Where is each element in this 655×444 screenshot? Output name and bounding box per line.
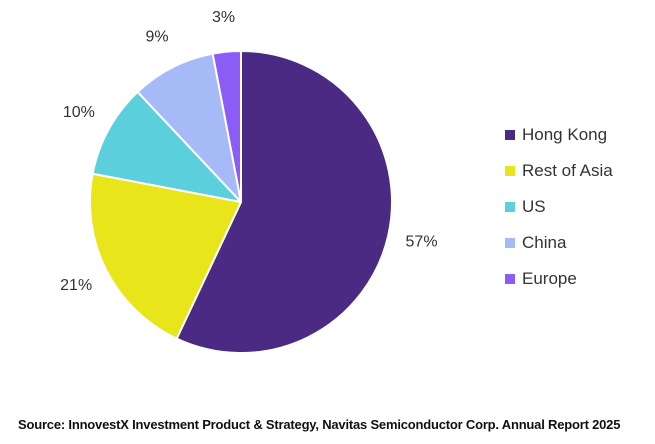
pie-slice-rest-of-asia [89,172,242,340]
legend-label: Rest of Asia [522,161,613,180]
data-label-us: 10% [63,104,95,121]
data-label-hong-kong: 57% [406,234,438,251]
pie-slice-us [91,90,242,203]
legend-swatch [505,202,515,212]
legend-label: Hong Kong [522,125,608,144]
legend-item-rest-of-asia: Rest of Asia [505,153,650,189]
legend-label: Europe [522,269,577,288]
legend-swatch [505,130,515,140]
pie-slices [89,50,393,354]
pie-data-labels: 57% 21% 10% 9% 3% [60,9,437,294]
legend-swatch [505,274,515,284]
data-label-china: 9% [145,28,168,45]
source-note: Source: InnovestX Investment Product & S… [18,417,621,432]
legend-item-hong-kong: Hong Kong [505,117,650,153]
legend-label: China [522,233,567,252]
data-label-rest-of-asia: 21% [60,277,92,294]
legend-swatch [505,166,515,176]
pie-slice-europe [211,50,242,203]
pie-slice-hong-kong [175,50,393,354]
legend-item-europe: Europe [505,261,650,297]
chart-legend: Hong Kong Rest of Asia US China Europe [505,117,650,297]
legend-item-china: China [505,225,650,261]
pie-slice-china [136,52,242,203]
legend-label: US [522,197,546,216]
legend-swatch [505,238,515,248]
data-label-europe: 3% [212,9,235,26]
legend-item-us: US [505,189,650,225]
